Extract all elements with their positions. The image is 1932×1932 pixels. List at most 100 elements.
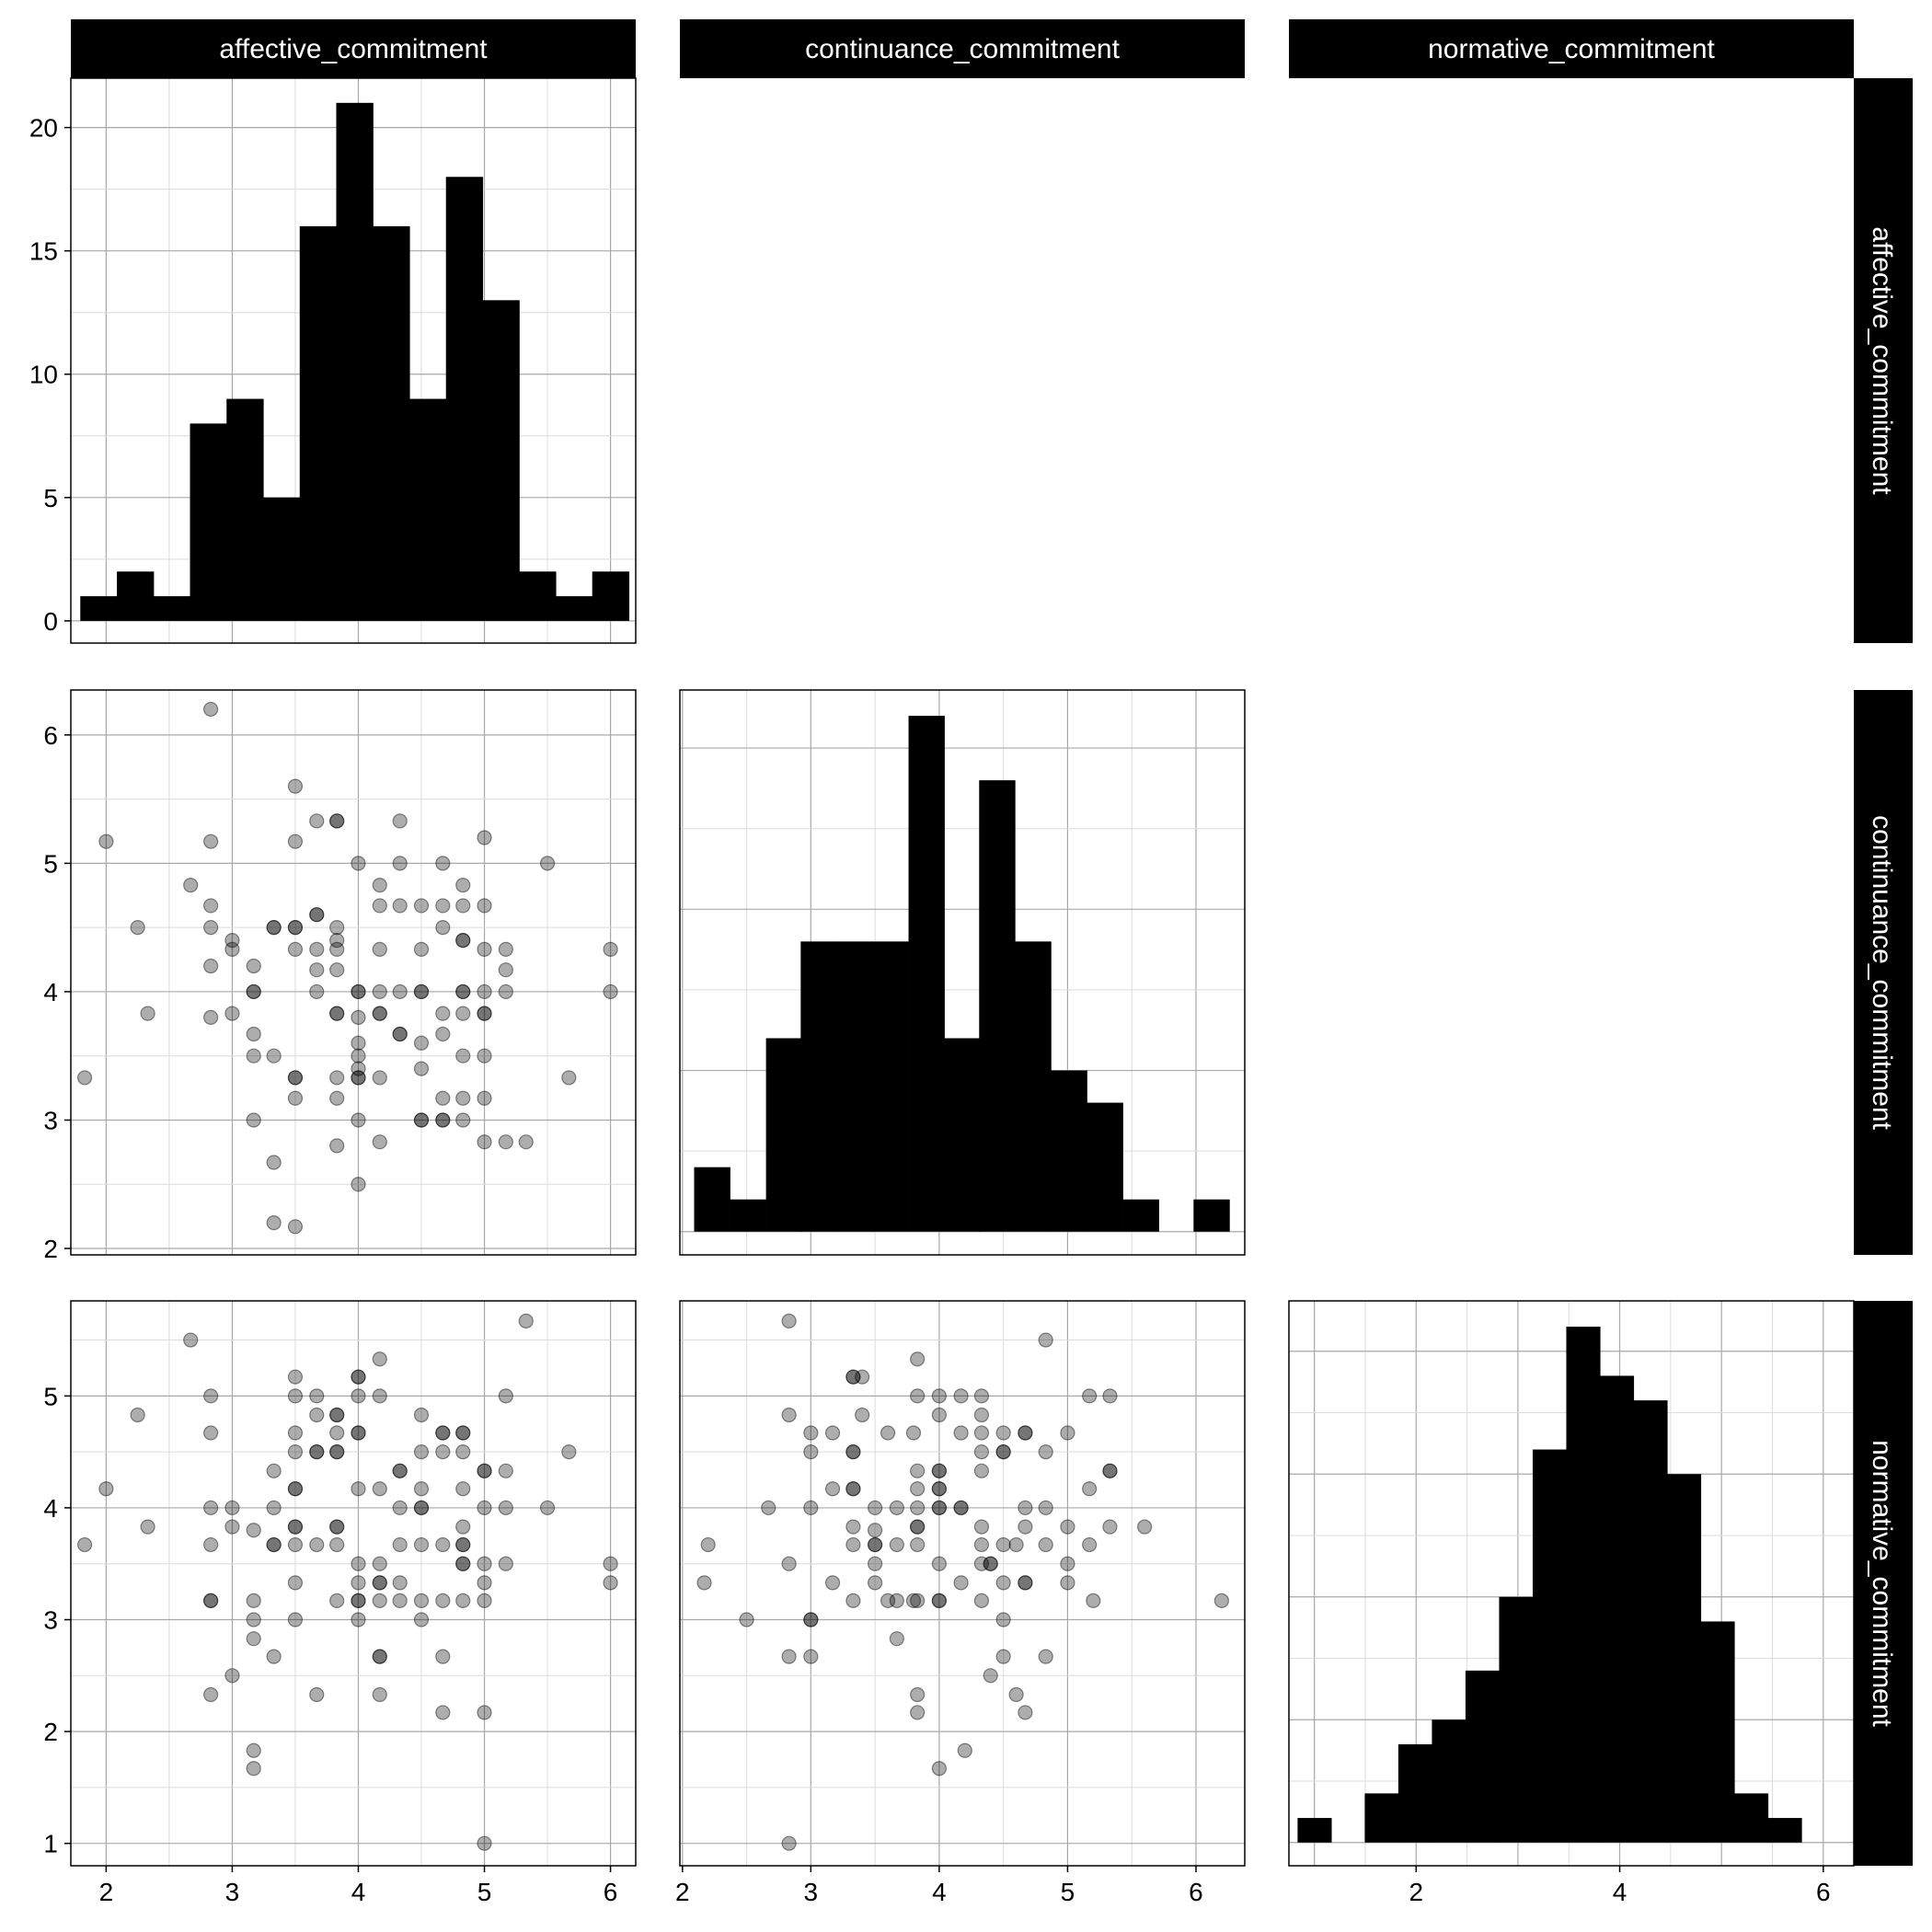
scatter-point: [498, 1134, 513, 1150]
histogram-bar: [1700, 1621, 1735, 1843]
scatter-point: [845, 1369, 861, 1385]
right-strip-label-1: affective_commitment: [1867, 226, 1897, 495]
scatter-point: [910, 1686, 926, 1703]
scatter-point: [372, 1575, 387, 1591]
scatter-point: [287, 1369, 304, 1385]
scatter-point: [392, 1575, 408, 1591]
scatter-point: [413, 1035, 430, 1051]
scatter-point: [1213, 1593, 1229, 1608]
scatter-point: [824, 1425, 841, 1441]
scatter-point: [351, 1612, 366, 1627]
scatter-point: [868, 1523, 883, 1538]
scatter-point: [845, 1481, 861, 1497]
y-tick-label: 20: [29, 114, 58, 143]
scatter-point: [973, 1407, 990, 1423]
scatter-point: [351, 1061, 366, 1076]
histogram-bar: [1734, 1793, 1769, 1843]
scatter-point: [246, 1523, 261, 1538]
scatter-point: [477, 1575, 492, 1591]
scatter-point: [455, 933, 471, 949]
scatter-point: [287, 1219, 304, 1235]
scatter-point: [287, 941, 304, 957]
histogram-bar: [153, 596, 191, 621]
y-tick-label: 3: [43, 1606, 58, 1635]
scatter-point: [329, 1070, 345, 1086]
scatter-point: [329, 920, 345, 936]
scatter-point: [392, 1463, 408, 1478]
scatter-point: [1018, 1705, 1033, 1720]
scatter-point: [392, 856, 408, 871]
scatter-point: [498, 1463, 513, 1478]
scatter-point: [910, 1481, 926, 1497]
scatter-point: [246, 1593, 261, 1608]
histogram-bar: [117, 571, 155, 621]
y-tick-label: 10: [29, 361, 58, 389]
scatter-point: [309, 907, 325, 923]
scatter-point: [246, 1761, 261, 1777]
scatter-point: [477, 941, 492, 957]
scatter-point: [351, 1575, 366, 1591]
scatter-point: [1038, 1649, 1053, 1664]
scatter-point: [855, 1407, 870, 1423]
histogram-bar: [592, 571, 630, 621]
scatter-point: [98, 1481, 114, 1497]
x-tick-label: 6: [604, 1878, 618, 1906]
scatter-point: [455, 1556, 471, 1571]
scatter-point: [413, 941, 430, 957]
scatter-point: [803, 1425, 819, 1441]
histogram-bar: [1193, 1199, 1230, 1232]
scatter-point: [845, 1593, 861, 1608]
scatter-point: [455, 1048, 471, 1064]
scatter-point: [889, 1500, 904, 1516]
scatter-point: [953, 1388, 969, 1404]
scatter-point: [1018, 1575, 1033, 1591]
scatter-point: [309, 941, 325, 957]
histogram-bar: [1397, 1743, 1433, 1843]
scatter-point: [455, 1425, 471, 1441]
scatter-point: [287, 1519, 304, 1535]
scatter-point: [803, 1612, 819, 1627]
scatter-point: [351, 1035, 366, 1051]
scatter-point: [880, 1425, 896, 1441]
scatter-point: [266, 1536, 282, 1553]
histogram-bar: [1566, 1327, 1601, 1843]
histogram-bar: [979, 780, 1016, 1232]
scatter-point: [329, 1593, 345, 1608]
histogram-bar: [445, 177, 484, 621]
scatter-point: [329, 1407, 345, 1423]
scatter-point: [329, 941, 345, 957]
scatter-point: [455, 1481, 471, 1497]
scatter-point: [266, 920, 282, 936]
panel-1: 0 5 10 15 20: [29, 77, 637, 644]
scatter-point: [246, 1048, 261, 1064]
histogram-bar: [1499, 1596, 1534, 1843]
y-tick-label: 2: [43, 1718, 58, 1746]
scatter-point: [309, 813, 325, 829]
scatter-point: [203, 834, 219, 849]
scatter-point: [889, 1631, 904, 1647]
scatter-point: [351, 1112, 366, 1128]
scatter-point: [246, 1631, 261, 1647]
scatter-point: [845, 1444, 861, 1460]
scatter-point: [329, 1006, 345, 1021]
scatter-point: [372, 1481, 387, 1497]
scatter-point: [413, 1407, 430, 1423]
scatter-point: [203, 1593, 219, 1608]
scatter-point: [329, 1444, 345, 1460]
histogram-bar: [836, 941, 873, 1232]
scatter-point: [1008, 1536, 1024, 1553]
scatter-point: [130, 1407, 145, 1423]
scatter-point: [477, 898, 492, 914]
y-tick-label: 2: [43, 1235, 58, 1263]
scatter-point: [845, 1519, 861, 1535]
scatter-point: [309, 1536, 325, 1553]
scatter-point: [477, 983, 492, 1000]
x-tick-label: 6: [1816, 1878, 1831, 1906]
scatter-point: [287, 1481, 304, 1497]
scatter-point: [351, 1009, 366, 1025]
histogram-bar: [1465, 1670, 1501, 1843]
scatter-point: [931, 1407, 947, 1423]
x-tick-label: 2: [1409, 1878, 1423, 1906]
scatter-point: [761, 1500, 776, 1516]
scatter-point: [224, 941, 240, 957]
